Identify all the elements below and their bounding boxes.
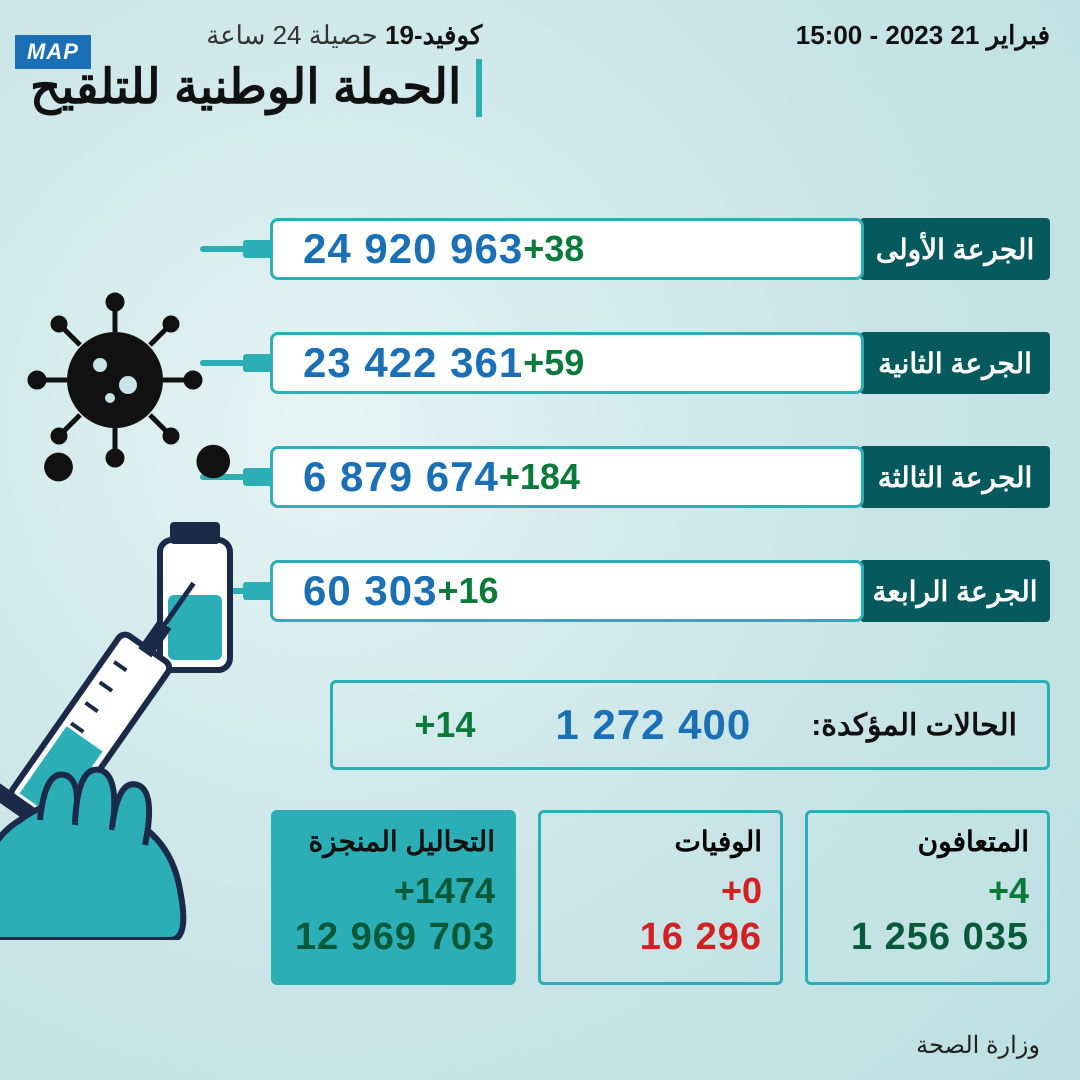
syringe-bar: +38 24 920 963 (270, 218, 864, 280)
syringe-bar: +184 6 879 674 (270, 446, 864, 508)
dose-label: الجرعة الأولى (860, 218, 1050, 280)
syringe-tip-icon (218, 580, 273, 602)
dose-value: 23 422 361 (303, 339, 523, 387)
bottom-cards: التحاليل المنجزة +1474 12 969 703 الوفيا… (271, 810, 1050, 985)
card-deaths: الوفيات +0 16 296 (538, 810, 783, 985)
dose-value: 60 303 (303, 567, 437, 615)
syringe-bar: +16 60 303 (270, 560, 864, 622)
confirmed-box: الحالات المؤكدة: 1 272 400 +14 (330, 680, 1050, 770)
syringe-hand-icon (0, 480, 290, 940)
card-increment: +1474 (292, 870, 495, 912)
header: 15:00 - 2023 فبراير 21 كوفيد-19 حصيلة 24… (0, 20, 1080, 117)
syringe-tip-icon (218, 352, 273, 374)
map-badge: MAP (15, 35, 91, 69)
dose-increment: +59 (523, 342, 584, 384)
card-increment: +0 (559, 870, 762, 912)
card-increment: +4 (826, 870, 1029, 912)
card-tests: التحاليل المنجزة +1474 12 969 703 (271, 810, 516, 985)
doses-list: الجرعة الأولى +38 24 920 963 الجرعة الثا… (270, 195, 1050, 651)
syringe-bar: +59 23 422 361 (270, 332, 864, 394)
dose-row: الجرعة الثانية +59 23 422 361 (270, 309, 1050, 417)
confirmed-label: الحالات المؤكدة: (811, 708, 1017, 743)
syringe-tip-icon (218, 466, 273, 488)
datetime: 15:00 - 2023 فبراير 21 (796, 20, 1050, 51)
confirmed-increment: +14 (414, 704, 475, 746)
card-label: الوفيات (559, 825, 762, 858)
dose-increment: +16 (437, 570, 498, 612)
dose-increment: +38 (523, 228, 584, 270)
dose-row: الجرعة الثالثة +184 6 879 674 (270, 423, 1050, 531)
dose-label: الجرعة الثانية (860, 332, 1050, 394)
dose-value: 24 920 963 (303, 225, 523, 273)
dose-increment: +184 (499, 456, 580, 498)
confirmed-value: 1 272 400 (555, 701, 751, 749)
card-total: 16 296 (559, 916, 762, 959)
sub-title: كوفيد-19 حصيلة 24 ساعة (30, 20, 482, 51)
syringe-tip-icon (218, 238, 273, 260)
card-total: 12 969 703 (292, 916, 495, 959)
page-title: الحملة الوطنية للتلقيح (30, 59, 482, 117)
dose-row: الجرعة الأولى +38 24 920 963 (270, 195, 1050, 303)
dose-label: الجرعة الثالثة (860, 446, 1050, 508)
dose-label: الجرعة الرابعة (860, 560, 1050, 622)
card-total: 1 256 035 (826, 916, 1029, 959)
card-label: التحاليل المنجزة (292, 825, 495, 858)
card-recovered: المتعافون +4 1 256 035 (805, 810, 1050, 985)
dose-value: 6 879 674 (303, 453, 499, 501)
dose-row: الجرعة الرابعة +16 60 303 (270, 537, 1050, 645)
ministry-label: وزارة الصحة (916, 1031, 1040, 1060)
card-label: المتعافون (826, 825, 1029, 858)
